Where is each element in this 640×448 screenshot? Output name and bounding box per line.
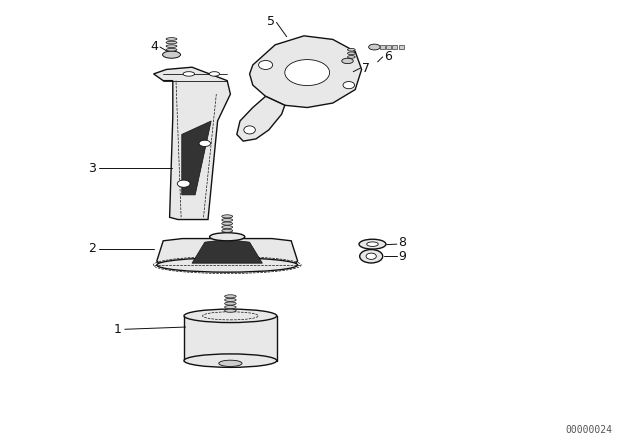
Polygon shape	[237, 96, 285, 141]
Ellipse shape	[360, 250, 383, 263]
Text: 6: 6	[384, 49, 392, 63]
Text: 8: 8	[398, 236, 406, 250]
Text: 9: 9	[398, 250, 406, 263]
Ellipse shape	[359, 239, 386, 249]
Ellipse shape	[184, 354, 276, 367]
Bar	[399, 45, 404, 49]
Ellipse shape	[166, 48, 177, 51]
Text: 7: 7	[362, 61, 370, 75]
Text: 3: 3	[88, 161, 96, 175]
Text: 4: 4	[151, 39, 159, 53]
Ellipse shape	[225, 309, 236, 312]
Polygon shape	[157, 238, 298, 267]
Ellipse shape	[244, 126, 255, 134]
Polygon shape	[154, 67, 230, 220]
Ellipse shape	[366, 253, 376, 259]
Ellipse shape	[199, 140, 211, 146]
Ellipse shape	[348, 56, 355, 58]
Ellipse shape	[222, 226, 233, 229]
Ellipse shape	[222, 222, 233, 225]
Ellipse shape	[222, 219, 233, 222]
Bar	[380, 45, 385, 49]
Ellipse shape	[219, 360, 242, 366]
Text: 5: 5	[268, 15, 275, 28]
Polygon shape	[192, 240, 262, 263]
Ellipse shape	[177, 180, 190, 187]
Ellipse shape	[225, 302, 236, 305]
Ellipse shape	[342, 58, 353, 64]
Ellipse shape	[184, 309, 276, 323]
Ellipse shape	[367, 242, 378, 246]
Ellipse shape	[343, 82, 355, 89]
Text: 2: 2	[88, 242, 96, 255]
Ellipse shape	[183, 72, 195, 76]
Polygon shape	[250, 36, 362, 108]
Ellipse shape	[348, 52, 355, 55]
Ellipse shape	[210, 233, 244, 241]
Ellipse shape	[166, 41, 177, 44]
Ellipse shape	[157, 258, 298, 272]
Ellipse shape	[166, 45, 177, 47]
Ellipse shape	[285, 60, 330, 86]
Ellipse shape	[222, 229, 233, 233]
Ellipse shape	[369, 44, 380, 50]
Bar	[184, 316, 277, 361]
Ellipse shape	[166, 38, 177, 40]
Text: 1: 1	[114, 323, 122, 336]
Ellipse shape	[225, 306, 236, 309]
Ellipse shape	[348, 48, 355, 51]
Ellipse shape	[163, 51, 180, 58]
Bar	[392, 45, 397, 49]
Ellipse shape	[259, 60, 273, 69]
Polygon shape	[182, 121, 211, 195]
Text: 00000024: 00000024	[565, 425, 612, 435]
Ellipse shape	[209, 72, 220, 76]
Ellipse shape	[222, 215, 233, 218]
Ellipse shape	[225, 298, 236, 302]
Bar	[386, 45, 391, 49]
Ellipse shape	[225, 295, 236, 298]
